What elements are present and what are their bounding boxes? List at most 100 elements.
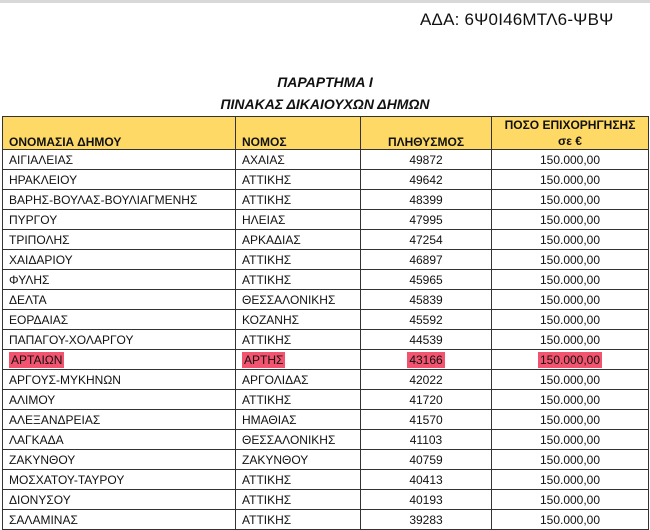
cell-amount: 150.000,00 [491, 289, 649, 310]
cell-amount-text: 150.000,00 [539, 212, 601, 227]
table-row: ΑΡΓΟΥΣ-ΜΥΚΗΝΩΝ ΑΡΓΟΛΙΔΑΣ 42022 150.000,00 [2, 369, 649, 390]
cell-amount: 150.000,00 [491, 329, 649, 350]
cell-prefecture: ΑΤΤΙΚΗΣ [235, 169, 361, 190]
cell-municipality-text: ΑΛΕΞΑΝΔΡΕΙΑΣ [9, 412, 101, 427]
cell-amount: 150.000,00 [491, 309, 649, 330]
cell-prefecture-text: ΑΤΤΙΚΗΣ [242, 472, 292, 487]
cell-prefecture-text: ΑΤΤΙΚΗΣ [242, 512, 292, 527]
cell-municipality: ΦΥΛΗΣ [2, 269, 236, 290]
cell-population-text: 47254 [409, 232, 443, 247]
cell-municipality-text: ΑΡΤΑΙΩΝ [9, 351, 65, 368]
cell-municipality: ΑΡΤΑΙΩΝ [2, 349, 236, 370]
cell-population-text: 44539 [409, 332, 443, 347]
cell-population: 46897 [360, 249, 492, 270]
cell-prefecture-text: ΗΛΕΙΑΣ [242, 212, 286, 227]
table-row: ΑΛΕΞΑΝΔΡΕΙΑΣ ΗΜΑΘΙΑΣ 41570 150.000,00 [2, 409, 649, 430]
cell-municipality: ΛΑΓΚΑΔΑ [2, 429, 236, 450]
cell-population: 45965 [360, 269, 492, 290]
cell-prefecture-text: ΘΕΣΣΑΛΟΝΙΚΗΣ [242, 292, 336, 307]
cell-municipality: ΗΡΑΚΛΕΙΟΥ [2, 169, 236, 190]
cell-amount: 150.000,00 [491, 429, 649, 450]
cell-prefecture-text: ΗΜΑΘΙΑΣ [242, 412, 297, 427]
cell-prefecture-text: ΚΟΖΑΝΗΣ [242, 312, 300, 327]
cell-prefecture: ΘΕΣΣΑΛΟΝΙΚΗΣ [235, 289, 361, 310]
cell-amount-text: 150.000,00 [539, 372, 601, 387]
cell-population-text: 49872 [409, 152, 443, 167]
cell-amount-text: 150.000,00 [539, 252, 601, 267]
cell-prefecture: ΗΛΕΙΑΣ [235, 209, 361, 230]
cell-prefecture-text: ΑΤΤΙΚΗΣ [242, 272, 292, 287]
cell-population: 48399 [360, 189, 492, 210]
cell-prefecture-text: ΑΡΤΗΣ [242, 351, 286, 368]
cell-prefecture: ΑΡΚΑΔΙΑΣ [235, 229, 361, 250]
cell-amount-text: 150.000,00 [539, 272, 601, 287]
cell-amount: 150.000,00 [491, 149, 649, 170]
table-row: ΑΛΙΜΟΥ ΑΤΤΙΚΗΣ 41720 150.000,00 [2, 389, 649, 410]
cell-amount: 150.000,00 [491, 389, 649, 410]
cell-prefecture: ΑΤΤΙΚΗΣ [235, 189, 361, 210]
ada-code: ΑΔΑ: 6Ψ0Ι46ΜΤΛ6-ΨΒΨ [420, 10, 614, 29]
cell-amount-text: 150.000,00 [539, 392, 601, 407]
cell-amount-text: 150.000,00 [539, 312, 601, 327]
cell-municipality-text: ΑΡΓΟΥΣ-ΜΥΚΗΝΩΝ [9, 372, 121, 387]
table-row: ΔΙΟΝΥΣΟΥ ΑΤΤΙΚΗΣ 40193 150.000,00 [2, 489, 649, 510]
cell-prefecture: ΖΑΚΥΝΘΟΥ [235, 449, 361, 470]
table-row: ΤΡΙΠΟΛΗΣ ΑΡΚΑΔΙΑΣ 47254 150.000,00 [2, 229, 649, 250]
cell-prefecture: ΑΤΤΙΚΗΣ [235, 269, 361, 290]
cell-municipality-text: ΦΥΛΗΣ [9, 272, 50, 287]
cell-municipality-text: ΔΙΟΝΥΣΟΥ [9, 492, 71, 507]
cell-municipality: ΠΥΡΓΟΥ [2, 209, 236, 230]
cell-amount: 150.000,00 [491, 449, 649, 470]
table-row: ΗΡΑΚΛΕΙΟΥ ΑΤΤΙΚΗΣ 49642 150.000,00 [2, 169, 649, 190]
cell-amount-text: 150.000,00 [537, 351, 603, 368]
cell-prefecture-text: ΑΤΤΙΚΗΣ [242, 192, 292, 207]
cell-municipality: ΔΙΟΝΥΣΟΥ [2, 489, 236, 510]
cell-amount: 150.000,00 [491, 209, 649, 230]
cell-population-text: 41720 [409, 392, 443, 407]
cell-municipality-text: ΜΟΣΧΑΤΟΥ-ΤΑΥΡΟΥ [9, 472, 125, 487]
cell-prefecture: ΑΧΑΙΑΣ [235, 149, 361, 170]
column-header-municipality: ΟΝΟΜΑΣΙΑ ΔΗΜΟΥ [2, 116, 236, 150]
cell-municipality-text: ΠΥΡΓΟΥ [9, 212, 58, 227]
cell-population: 41570 [360, 409, 492, 430]
cell-amount-text: 150.000,00 [539, 432, 601, 447]
cell-amount: 150.000,00 [491, 269, 649, 290]
cell-municipality: ΕΟΡΔΑΙΑΣ [2, 309, 236, 330]
cell-municipality: ΑΙΓΙΑΛΕΙΑΣ [2, 149, 236, 170]
cell-amount: 150.000,00 [491, 189, 649, 210]
cell-prefecture-text: ΖΑΚΥΝΘΟΥ [242, 452, 309, 467]
table-row: ΧΑΙΔΑΡΙΟΥ ΑΤΤΙΚΗΣ 46897 150.000,00 [2, 249, 649, 270]
cell-population: 47995 [360, 209, 492, 230]
cell-municipality-text: ΠΑΠΑΓΟΥ-ΧΟΛΑΡΓΟΥ [9, 332, 134, 347]
document-title: ΠΑΡΑΡΤΗΜΑ Ι [277, 74, 373, 90]
cell-amount-text: 150.000,00 [539, 492, 601, 507]
cell-amount: 150.000,00 [491, 349, 649, 370]
cell-amount: 150.000,00 [491, 409, 649, 430]
cell-amount-text: 150.000,00 [539, 232, 601, 247]
cell-population: 40759 [360, 449, 492, 470]
cell-prefecture: ΑΤΤΙΚΗΣ [235, 249, 361, 270]
cell-amount-text: 150.000,00 [539, 412, 601, 427]
cell-municipality: ΒΑΡΗΣ-ΒΟΥΛΑΣ-ΒΟΥΛΙΑΓΜΕΝΗΣ [2, 189, 236, 210]
cell-population: 47254 [360, 229, 492, 250]
table-row: ΛΑΓΚΑΔΑ ΘΕΣΣΑΛΟΝΙΚΗΣ 41103 150.000,00 [2, 429, 649, 450]
table-row: ΠΑΠΑΓΟΥ-ΧΟΛΑΡΓΟΥ ΑΤΤΙΚΗΣ 44539 150.000,00 [2, 329, 649, 350]
table-row: ΒΑΡΗΣ-ΒΟΥΛΑΣ-ΒΟΥΛΙΑΓΜΕΝΗΣ ΑΤΤΙΚΗΣ 48399 150… [2, 189, 649, 210]
cell-population-text: 45839 [409, 292, 443, 307]
cell-amount-text: 150.000,00 [539, 152, 601, 167]
cell-prefecture-text: ΘΕΣΣΑΛΟΝΙΚΗΣ [242, 432, 336, 447]
cell-population: 44539 [360, 329, 492, 350]
cell-population-text: 47995 [409, 212, 443, 227]
cell-population: 40193 [360, 489, 492, 510]
cell-municipality: ΠΑΠΑΓΟΥ-ΧΟΛΑΡΓΟΥ [2, 329, 236, 350]
cell-population: 49872 [360, 149, 492, 170]
cell-prefecture: ΘΕΣΣΑΛΟΝΙΚΗΣ [235, 429, 361, 450]
cell-population-text: 41570 [409, 412, 443, 427]
cell-municipality-text: ΖΑΚΥΝΘΟΥ [9, 452, 76, 467]
cell-municipality-text: ΒΑΡΗΣ-ΒΟΥΛΑΣ-ΒΟΥΛΙΑΓΜΕΝΗΣ [9, 192, 198, 207]
cell-population: 39283 [360, 509, 492, 530]
cell-population: 40413 [360, 469, 492, 490]
beneficiary-municipalities-table: ΟΝΟΜΑΣΙΑ ΔΗΜΟΥ ΝΟΜΟΣ ΠΛΗΘΥΣΜΟΣ ΠΟΣΟ ΕΠΙΧ… [2, 116, 649, 530]
cell-amount: 150.000,00 [491, 489, 649, 510]
cell-municipality: ΑΡΓΟΥΣ-ΜΥΚΗΝΩΝ [2, 369, 236, 390]
